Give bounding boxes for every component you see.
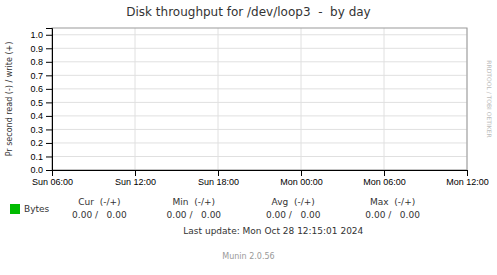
grid: [52, 28, 467, 170]
tick-label: 0.4: [30, 111, 43, 121]
tick: 0.2: [30, 138, 52, 148]
grid-line: [52, 142, 467, 143]
tick-label: 0.6: [30, 84, 43, 94]
plot-frame: [52, 28, 467, 170]
stat-value: 0.00 / 0.00: [167, 210, 222, 220]
tick: Sun 12:00: [115, 170, 156, 187]
tick-mark: [46, 116, 52, 117]
legend-label: Bytes: [24, 204, 50, 214]
tick-mark: [46, 129, 52, 130]
stat-value: 0.00 / 0.00: [72, 210, 127, 220]
stat-header: Cur (-/+): [78, 197, 120, 207]
tick-label: 0.8: [30, 57, 43, 67]
tick-label: 0.5: [30, 98, 43, 108]
tick-mark: [46, 156, 52, 157]
tick-label: Sun 12:00: [115, 177, 156, 187]
tick-mark: [46, 143, 52, 144]
axis-line: [46, 29, 53, 171]
tick-mark: [135, 170, 136, 176]
tick: 0.6: [30, 84, 52, 94]
tick: 1.0: [30, 30, 52, 40]
legend-swatch: [10, 204, 20, 214]
tick: Mon 06:00: [363, 170, 406, 187]
x-axis: Sun 06:00 Sun 12:00 Sun 18:00 Mon 00:00 Mon …: [32, 170, 489, 187]
tick-mark: [46, 89, 52, 90]
tick-label: Mon 00:00: [280, 177, 323, 187]
tick-label: Mon 06:00: [363, 177, 406, 187]
grid-line: [52, 61, 467, 62]
legend: Bytes: [10, 204, 50, 214]
tick-mark: [218, 170, 219, 176]
tick-mark: [46, 48, 52, 49]
footer: Cur (-/+) 0.00 / 0.00 Min (-/+) 0.00 / 0.00…: [72, 60, 493, 260]
grid-line: [52, 48, 467, 49]
tick: 0.7: [30, 71, 52, 81]
plot: 0.0 0.1 0.2 0.3 0.4 0.5 0.6 0.7 0.8 0.9 1.0 Sun 06:…: [30, 28, 488, 187]
grid-line: [135, 28, 136, 170]
stat-value: 0.00 / 0.00: [266, 210, 321, 220]
y-axis-title: Pr second read (-) / write (+): [5, 42, 14, 157]
grid-line: [52, 115, 467, 116]
tick: 0.9: [30, 44, 52, 54]
grid-line: [384, 28, 385, 170]
axis-line: [53, 171, 468, 177]
tick-mark: [46, 102, 52, 103]
y-axis: 0.0 0.1 0.2 0.3 0.4 0.5 0.6 0.7 0.8 0.9 1.0: [30, 29, 52, 176]
grid-line: [52, 156, 467, 157]
tick-mark: [384, 170, 385, 176]
tick-label: 0.0: [30, 165, 43, 175]
grid-line: [52, 129, 467, 130]
stat-value: 0.00 / 0.00: [365, 210, 420, 220]
stat-header: Max (-/+): [370, 197, 415, 207]
last-update: Last update: Mon Oct 28 12:15:01 2024: [183, 226, 363, 236]
tick-label: Mon 12:00: [446, 177, 489, 187]
tick: Mon 12:00: [446, 170, 489, 187]
tick: Mon 00:00: [280, 170, 323, 187]
stat-header: Min (-/+): [173, 197, 216, 207]
tick: 0.3: [30, 125, 52, 135]
tick: 0.1: [30, 152, 52, 162]
stat-header: Avg (-/+): [272, 197, 315, 207]
version-note: Munin 2.0.56: [222, 252, 274, 261]
tick-mark: [52, 170, 53, 176]
grid-line: [301, 28, 302, 170]
tick: 0.4: [30, 111, 52, 121]
tick-label: 0.9: [30, 44, 43, 54]
tick-label: Sun 18:00: [198, 177, 239, 187]
tick-label: 0.2: [30, 138, 43, 148]
grid-line: [52, 75, 467, 76]
tick-mark: [46, 62, 52, 63]
tick-label: 1.0: [30, 30, 43, 40]
tick: Sun 06:00: [32, 170, 73, 187]
title: Disk throughput for /dev/loop3 - by day: [126, 5, 370, 19]
grid-line: [52, 34, 467, 35]
grid-line: [52, 88, 467, 89]
tick-mark: [46, 170, 52, 171]
watermark: RRDTOOL / TOBI OETIKER: [486, 60, 493, 137]
tick: 0.5: [30, 98, 52, 108]
tick-label: 0.3: [30, 125, 43, 135]
grid-line: [218, 28, 219, 170]
tick-mark: [46, 75, 52, 76]
tick-label: Sun 06:00: [32, 177, 73, 187]
grid-line: [52, 102, 467, 103]
tick-label: 0.7: [30, 71, 43, 81]
tick-mark: [467, 170, 468, 176]
chart: Disk throughput for /dev/loop3 - by day 0…: [0, 0, 497, 275]
tick: 0.0: [30, 165, 52, 175]
tick-mark: [301, 170, 302, 176]
tick: 0.8: [30, 57, 52, 67]
tick: Sun 18:00: [198, 170, 239, 187]
tick-label: 0.1: [30, 152, 43, 162]
tick-mark: [46, 35, 52, 36]
